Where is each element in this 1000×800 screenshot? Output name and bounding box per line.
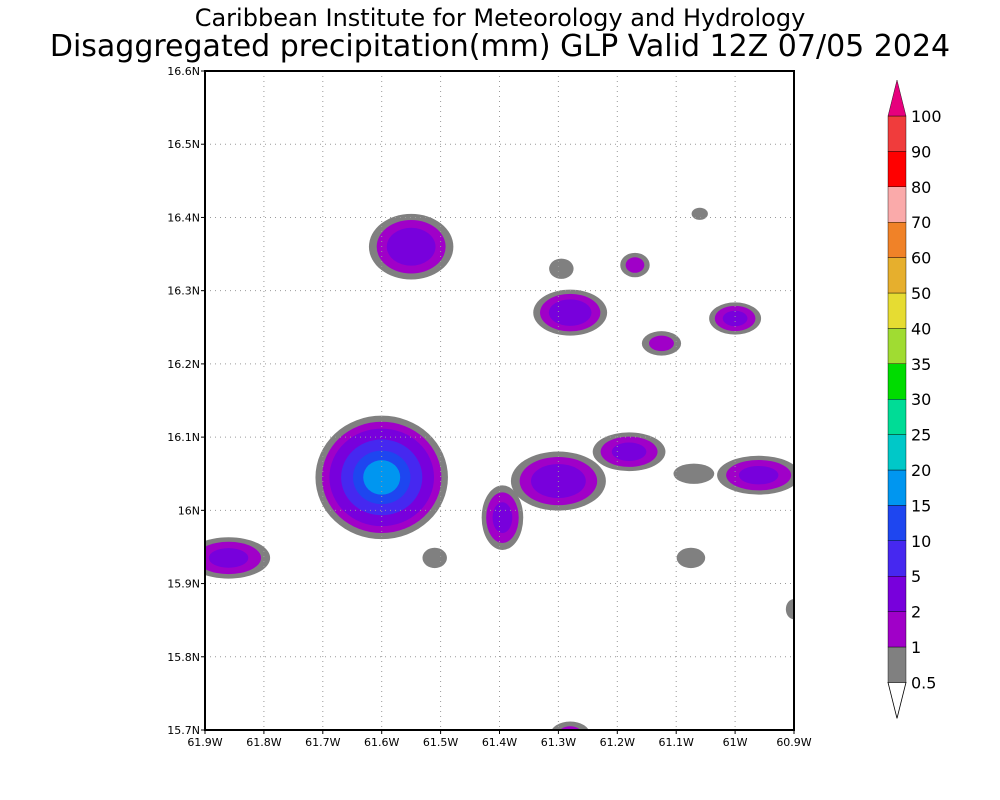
- precip-contour: [625, 257, 645, 273]
- colorbar-label: 2: [911, 603, 921, 622]
- colorbar-swatch: [887, 434, 907, 471]
- lon-tick-label: 61.8W: [246, 736, 281, 749]
- precip-cell: [676, 547, 706, 569]
- precip-contour: [673, 463, 715, 484]
- lat-tick-label: 16.5N: [167, 138, 200, 151]
- lat-tick-label: 16.4N: [167, 211, 200, 224]
- colorbar-label: 1: [911, 638, 921, 657]
- precip-cell: [315, 415, 448, 540]
- colorbar-label: 20: [911, 461, 931, 480]
- precip-contour: [722, 310, 748, 327]
- precip-contour: [611, 442, 647, 461]
- colorbar-label: 35: [911, 355, 931, 374]
- chart-subtitle: Disaggregated precipitation(mm) GLP Vali…: [49, 29, 951, 64]
- colorbar-swatch: [887, 115, 907, 152]
- lon-tick-label: 61.7W: [305, 736, 340, 749]
- precip-cell: [673, 463, 715, 484]
- colorbar-swatch: [887, 221, 907, 258]
- colorbar-swatch: [887, 399, 907, 435]
- colorbar-swatch: [887, 363, 907, 400]
- colorbar-swatch: [887, 611, 907, 648]
- lon-tick-label: 60.9W: [776, 736, 811, 749]
- colorbar-swatch: [887, 257, 907, 294]
- precip-contour: [208, 548, 249, 568]
- precip-contour: [648, 335, 674, 352]
- colorbar-label: 50: [911, 284, 931, 303]
- colorbar-label: 100: [911, 107, 942, 126]
- precip-cell: [620, 252, 650, 278]
- colorbar-label: 5: [911, 567, 921, 586]
- precip-cell: [481, 485, 524, 550]
- lat-tick-label: 16.6N: [167, 65, 200, 78]
- lat-tick-label: 16.2N: [167, 358, 200, 371]
- precip-contour: [785, 599, 794, 620]
- precip-cell: [717, 455, 794, 495]
- lat-tick-label: 16N: [178, 504, 200, 517]
- colorbar-label: 70: [911, 213, 931, 232]
- colorbar-swatch: [887, 151, 907, 187]
- colorbar-swatch-low: [887, 682, 907, 719]
- precip-cell: [549, 258, 574, 279]
- precip-contour: [738, 465, 779, 485]
- precip-contour: [676, 547, 706, 569]
- lat-tick-label: 16.3N: [167, 285, 200, 298]
- precip-cell: [368, 213, 454, 280]
- colorbar-swatch: [887, 505, 907, 541]
- colorbar-swatch: [887, 186, 907, 223]
- lat-tick-label: 15.7N: [167, 724, 200, 737]
- lat-tick-label: 15.8N: [167, 651, 200, 664]
- precip-contour: [492, 502, 513, 534]
- precip-cell: [641, 331, 682, 356]
- colorbar-label: 40: [911, 319, 931, 338]
- colorbar-label: 15: [911, 496, 931, 515]
- precip-cell: [592, 432, 666, 472]
- precip-cell: [205, 537, 271, 579]
- colorbar-label: 90: [911, 142, 931, 161]
- precip-contour: [363, 460, 401, 495]
- lon-tick-label: 61.1W: [659, 736, 694, 749]
- lon-tick-label: 61.4W: [482, 736, 517, 749]
- colorbar-swatch-high: [887, 79, 907, 117]
- lon-tick-label: 61.3W: [541, 736, 576, 749]
- precip-cell: [785, 599, 794, 620]
- colorbar-label: 0.5: [911, 673, 936, 692]
- colorbar-label: 25: [911, 426, 931, 445]
- colorbar-swatch: [887, 540, 907, 577]
- lon-tick-label: 61.6W: [364, 736, 399, 749]
- precip-cell: [422, 547, 447, 569]
- colorbar-swatch: [887, 328, 907, 364]
- lat-tick-label: 16.1N: [167, 431, 200, 444]
- precip-contour: [551, 721, 589, 730]
- colorbar-label: 10: [911, 532, 931, 551]
- chart-title: Caribbean Institute for Meteorology and …: [194, 4, 806, 32]
- precip-cell: [533, 289, 608, 336]
- lon-tick-label: 61W: [723, 736, 748, 749]
- precip-contour: [422, 547, 447, 569]
- precip-cell: [691, 207, 708, 220]
- colorbar-swatch: [887, 292, 907, 329]
- colorbar-label: 30: [911, 390, 931, 409]
- precip-contour: [691, 207, 708, 220]
- precip-contour: [548, 299, 592, 326]
- lon-tick-label: 61.5W: [423, 736, 458, 749]
- colorbar-label: 80: [911, 178, 931, 197]
- precip-contour: [386, 227, 436, 266]
- lon-tick-label: 61.9W: [187, 736, 222, 749]
- colorbar-swatch: [887, 646, 907, 683]
- colorbar-swatch: [887, 469, 907, 506]
- colorbar-label: 60: [911, 249, 931, 268]
- lat-tick-label: 15.9N: [167, 578, 200, 591]
- precip-cell: [709, 302, 762, 335]
- precip-contour: [549, 258, 574, 279]
- lon-tick-label: 61.2W: [600, 736, 635, 749]
- colorbar-swatch: [887, 576, 907, 612]
